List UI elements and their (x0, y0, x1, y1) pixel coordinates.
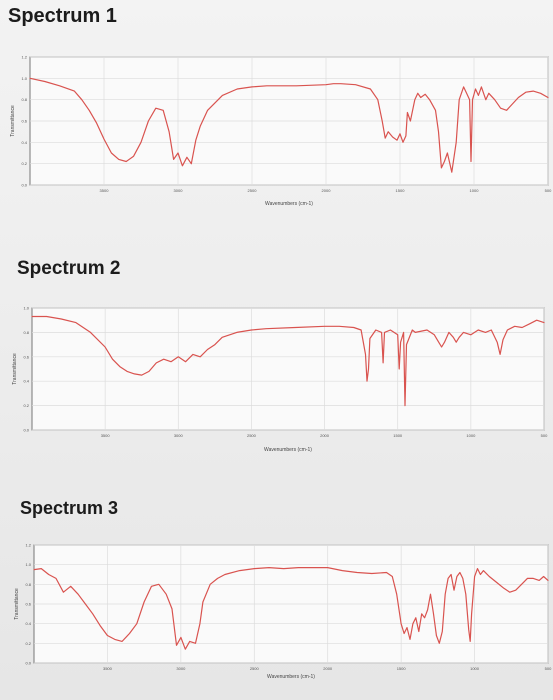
y-axis-label: Transmittance (10, 105, 16, 137)
y-axis-label: Transmittance (12, 353, 18, 385)
y-axis-label: Transmittance (14, 588, 20, 620)
y-tick-label: 0.6 (25, 602, 31, 607)
spectrum-1-chart: 0.0 0.2 0.4 0.6 0.8 1.0 1.2 3500 3000 2500 2000 150… (10, 55, 552, 208)
x-tick-label: 1500 (397, 666, 407, 671)
x-tick-label: 3500 (103, 666, 113, 671)
y-tick-label: 0.0 (25, 661, 31, 666)
x-tick-label: 3500 (100, 188, 110, 193)
x-tick-label: 500 (545, 188, 552, 193)
y-tick-label: 0.4 (25, 621, 31, 626)
x-tick-label: 2000 (320, 433, 330, 438)
plot-area (31, 307, 545, 431)
x-tick-label: 3500 (101, 433, 111, 438)
y-tick-label: 0.4 (23, 379, 29, 384)
spectrum-trace (31, 315, 545, 407)
x-axis-label: Wavenumbers (cm-1) (265, 201, 313, 207)
x-tick-label: 500 (541, 433, 548, 438)
spectrum-2-chart: 0.0 0.2 0.4 0.6 0.8 1.0 3500 3000 2500 2000 1500 10… (12, 306, 548, 454)
y-tick-label: 0.8 (25, 582, 31, 587)
spectrum-1-title: Spectrum 1 (8, 5, 117, 27)
y-tick-label: 0.2 (23, 403, 29, 408)
x-tick-label: 1000 (470, 188, 480, 193)
y-tick-label: 0.6 (21, 119, 27, 124)
x-tick-label: 2000 (323, 666, 333, 671)
x-tick-label: 1000 (466, 433, 476, 438)
x-tick-label: 2500 (247, 433, 257, 438)
x-tick-label: 3000 (174, 188, 184, 193)
x-tick-label: 2000 (322, 188, 332, 193)
x-tick-label: 1500 (396, 188, 406, 193)
y-tick-label: 1.0 (25, 562, 31, 567)
spectrum-3-chart: 0.0 0.2 0.4 0.6 0.8 1.0 1.2 3500 3000 2500 2000 150… (14, 543, 552, 681)
x-tick-label: 2500 (250, 666, 260, 671)
y-tick-label: 1.2 (25, 543, 31, 548)
x-axis-label: Wavenumbers (cm-1) (264, 447, 312, 453)
y-tick-label: 0.2 (25, 641, 31, 646)
x-tick-label: 1500 (393, 433, 403, 438)
y-tick-label: 1.0 (23, 306, 29, 311)
y-tick-label: 0.8 (21, 97, 27, 102)
x-tick-label: 3000 (176, 666, 186, 671)
x-tick-label: 3000 (174, 433, 184, 438)
y-tick-label: 0.0 (23, 428, 29, 433)
x-tick-label: 500 (545, 666, 552, 671)
y-tick-label: 0.6 (23, 354, 29, 359)
x-tick-label: 2500 (248, 188, 258, 193)
y-tick-label: 0.4 (21, 140, 27, 145)
y-tick-label: 1.2 (21, 55, 27, 60)
spectrum-3-title: Spectrum 3 (20, 498, 119, 518)
x-axis-label: Wavenumbers (cm-1) (267, 674, 315, 680)
y-tick-label: 1.0 (21, 76, 27, 81)
y-tick-label: 0.2 (21, 161, 27, 166)
x-tick-label: 1000 (470, 666, 480, 671)
y-tick-label: 0.8 (23, 330, 29, 335)
spectrum-trace (29, 77, 549, 173)
y-tick-label: 0.0 (21, 183, 27, 188)
spectrum-trace (33, 567, 549, 650)
spectrum-2-title: Spectrum 2 (17, 258, 121, 279)
